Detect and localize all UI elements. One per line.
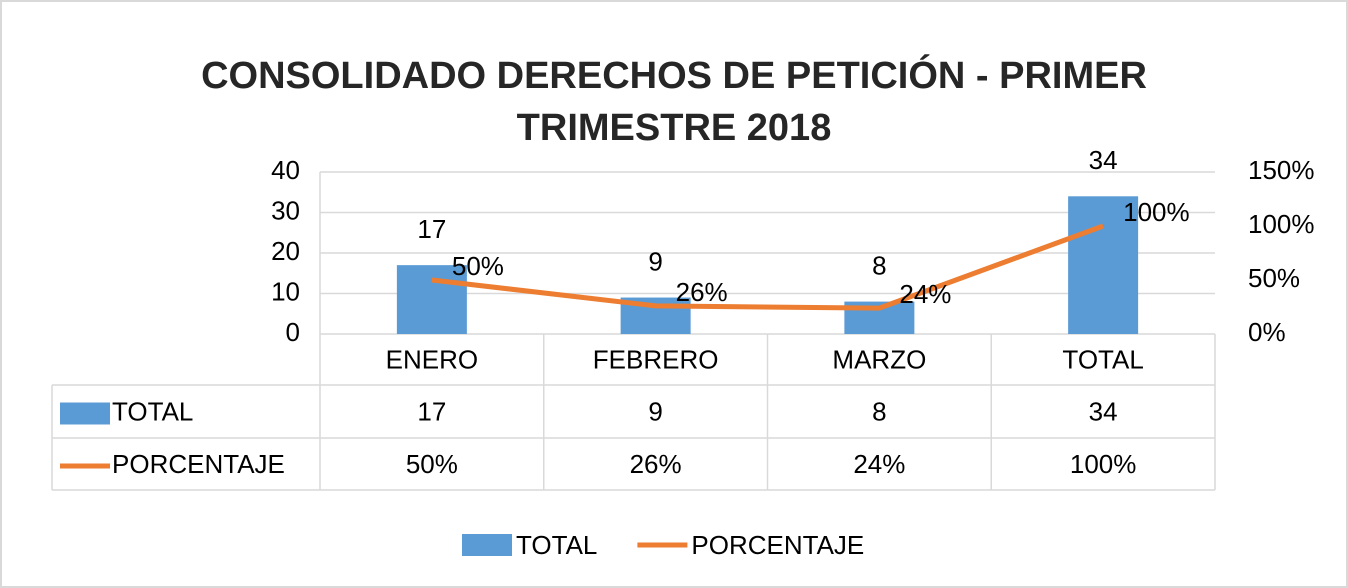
table-cell: 50% bbox=[406, 449, 458, 479]
line-label: 24% bbox=[899, 279, 951, 309]
y-tick-label: 40 bbox=[271, 155, 300, 185]
legend-key bbox=[462, 534, 512, 556]
bar-label: 8 bbox=[872, 250, 886, 280]
bar bbox=[396, 265, 467, 334]
y2-tick-label: 150% bbox=[1248, 155, 1315, 185]
line-label: 100% bbox=[1123, 197, 1190, 227]
x-tick-label: MARZO bbox=[832, 344, 926, 374]
line-label: 26% bbox=[676, 277, 728, 307]
bar-label: 17 bbox=[417, 214, 446, 244]
table-cell: 100% bbox=[1070, 449, 1137, 479]
table-cell: 34 bbox=[1089, 396, 1118, 426]
y-tick-label: 10 bbox=[271, 276, 300, 306]
table-row-label: PORCENTAJE bbox=[112, 449, 285, 479]
table-legend-key bbox=[60, 402, 110, 425]
table-cell: 9 bbox=[648, 396, 662, 426]
line bbox=[431, 223, 1104, 311]
table-cell: 8 bbox=[872, 396, 886, 426]
table-row-label: TOTAL bbox=[112, 396, 193, 426]
legend-label: TOTAL bbox=[516, 530, 597, 560]
line-label: 50% bbox=[452, 251, 504, 281]
y2-tick-label: 100% bbox=[1248, 209, 1315, 239]
x-tick-label: TOTAL bbox=[1062, 344, 1143, 374]
bar-label: 9 bbox=[648, 246, 662, 276]
table-cell: 26% bbox=[630, 449, 682, 479]
bar bbox=[1068, 196, 1139, 334]
table-cell: 24% bbox=[853, 449, 905, 479]
x-tick-label: ENERO bbox=[386, 344, 478, 374]
y2-tick-label: 0% bbox=[1248, 317, 1286, 347]
y-tick-label: 0 bbox=[286, 317, 300, 347]
y2-tick-label: 50% bbox=[1248, 263, 1300, 293]
bar-label: 34 bbox=[1089, 145, 1118, 175]
x-tick-label: FEBRERO bbox=[593, 344, 719, 374]
chart-title: CONSOLIDADO DERECHOS DE PETICIÓN - PRIME… bbox=[201, 55, 1147, 149]
legend-label: PORCENTAJE bbox=[691, 530, 864, 560]
table-cell: 17 bbox=[417, 396, 446, 426]
y-tick-label: 30 bbox=[271, 195, 300, 225]
y-tick-label: 20 bbox=[271, 236, 300, 266]
